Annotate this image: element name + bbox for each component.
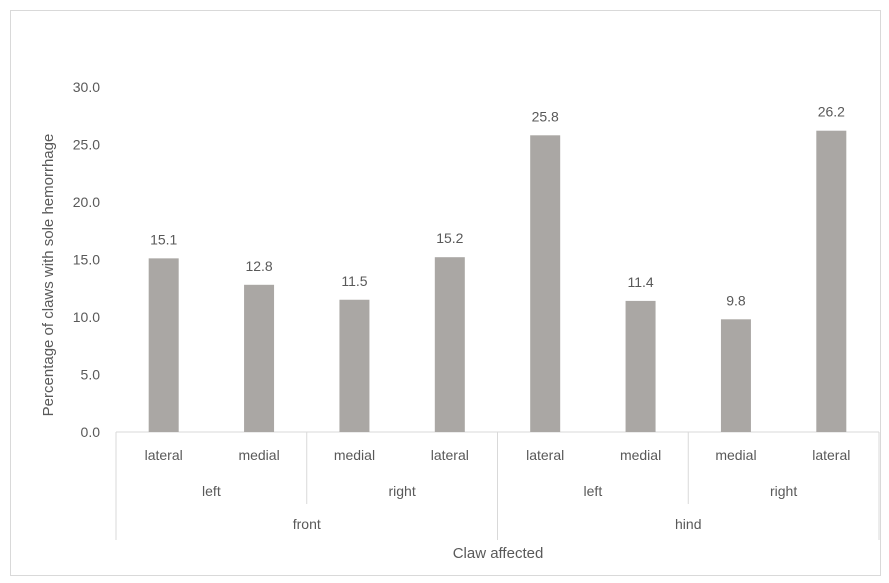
data-label-6: 9.8 [726,292,746,308]
y-tick-label-1: 5.0 [81,367,101,383]
x-group-label-3: right [770,483,797,499]
x-tick-label-4: lateral [526,447,564,463]
x-group-label-0: left [202,483,221,499]
y-tick-label-0: 0.0 [81,424,101,440]
bar-1 [244,284,275,432]
x-tick-label-2: medial [334,447,375,463]
y-tick-label-3: 15.0 [73,252,100,268]
x-group-label-1: right [389,483,416,499]
x-tick-label-3: lateral [431,447,469,463]
x-tick-label-5: medial [620,447,661,463]
x-tick-label-0: lateral [145,447,183,463]
bar-2 [339,299,370,432]
labels-layer: 15.1 lateral 12.8 medial 11.5 medial 15.2 later… [145,104,851,532]
x-supergroup-label-0: front [293,516,321,532]
data-label-0: 15.1 [150,231,177,247]
x-tick-label-6: medial [715,447,756,463]
data-label-3: 15.2 [436,230,463,246]
y-axis-title: Percentage of claws with sole hemorrhage [40,134,57,417]
axis-layer: 0.0 5.0 10.0 15.0 20.0 25.0 30.0 [73,79,880,540]
bar-3 [434,257,465,432]
data-label-7: 26.2 [818,104,845,120]
x-supergroup-label-1: hind [675,516,701,532]
y-tick-label-4: 20.0 [73,194,100,210]
data-label-5: 11.4 [627,274,653,290]
bar-4 [530,135,561,433]
data-label-4: 25.8 [532,108,559,124]
bar-6 [720,319,751,432]
x-tick-label-1: medial [238,447,279,463]
data-label-2: 11.5 [341,273,367,289]
x-tick-label-7: lateral [812,447,850,463]
data-label-1: 12.8 [245,258,272,274]
y-tick-label-5: 25.0 [73,137,100,153]
y-tick-label-2: 10.0 [73,309,100,325]
bars-layer [148,130,847,433]
x-axis-title: Claw affected [453,545,544,562]
bar-0 [148,258,179,432]
bar-5 [625,300,656,432]
y-tick-label-6: 30.0 [73,79,100,95]
bar-7 [816,130,847,432]
x-group-label-2: left [584,483,603,499]
